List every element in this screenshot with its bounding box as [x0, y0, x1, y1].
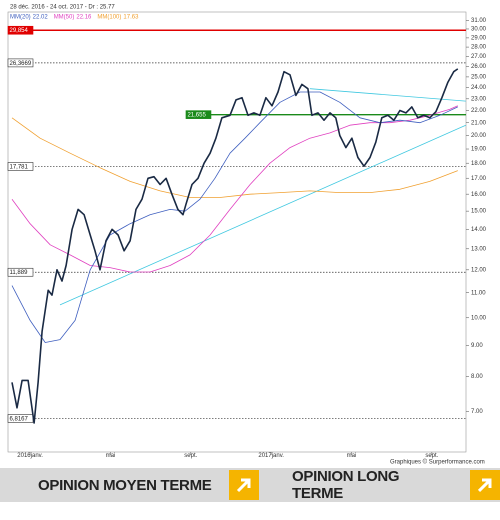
y-tick-label: 24.00	[471, 85, 487, 91]
level-label: 6,8167	[10, 416, 29, 422]
button-label: OPINION LONG TERME	[292, 468, 400, 502]
y-tick-label: 16.00	[471, 192, 487, 198]
x-tick-label: 2017janv.	[258, 453, 284, 459]
level-box	[185, 110, 212, 119]
y-tick-label: 25.00	[471, 74, 487, 80]
y-tick-label: 20.00	[471, 133, 487, 139]
y-tick-label: 27.00	[471, 54, 487, 60]
y-tick-label: 19.00	[471, 147, 487, 153]
x-tick-label: 2016janv.	[17, 453, 43, 459]
y-tick-label: 13.00	[471, 246, 487, 252]
y-tick-label: 30.00	[471, 27, 487, 33]
x-tick-label: sept.	[425, 453, 438, 459]
series-line	[309, 88, 466, 102]
legend-name: MM(50)	[54, 15, 75, 21]
x-tick-label: mai	[106, 453, 116, 459]
y-tick-label: 31.00	[471, 18, 487, 24]
button-label: OPINION MOYEN TERME	[38, 476, 212, 494]
opinion-button[interactable]: OPINION MOYEN TERME	[38, 470, 260, 500]
y-tick-label: 21.00	[471, 120, 487, 126]
level-box	[7, 267, 34, 277]
series-line	[11, 105, 458, 273]
y-tick-label: 23.00	[471, 96, 487, 102]
series-line	[11, 91, 458, 343]
series-line	[59, 124, 466, 306]
y-tick-label: 11.00	[471, 290, 486, 296]
level-box	[7, 25, 34, 35]
y-tick-label: 28.00	[471, 45, 487, 51]
x-tick-label: sept.	[184, 453, 197, 459]
series-line	[11, 68, 459, 424]
level-box	[7, 162, 34, 171]
y-tick-label: 22.00	[471, 108, 487, 114]
y-tick-label: 15.00	[471, 209, 487, 215]
opinion-bar: OPINION MOYEN TERME OPINION LONG TERME	[0, 468, 500, 502]
series-line	[11, 117, 458, 198]
legend-name: MM(20)	[10, 15, 31, 21]
level-label: 21,655	[187, 113, 206, 119]
level-label: 26,3669	[10, 61, 32, 67]
legend-value: 22.02	[33, 15, 49, 21]
y-tick-label: 26.00	[471, 64, 487, 70]
chart: 28 déc. 2016 - 24 oct. 2017 - Dr : 25.77…	[7, 5, 487, 466]
y-tick-label: 14.00	[471, 227, 487, 233]
y-tick-label: 18.00	[471, 161, 487, 167]
y-tick-label: 8.00	[471, 374, 483, 380]
level-box	[7, 58, 34, 68]
level-label: 29,854	[10, 28, 29, 34]
plot-frame	[7, 11, 467, 453]
opinion-button[interactable]: OPINION LONG TERME	[292, 468, 500, 502]
x-tick-label: mai	[347, 453, 357, 459]
legend-value: 17.63	[123, 15, 139, 21]
arrow-icon	[229, 470, 260, 500]
arrow-icon	[470, 470, 500, 500]
level-label: 17,781	[10, 164, 29, 170]
legend-name: MM(100)	[97, 15, 121, 21]
y-tick-label: 12.00	[471, 267, 487, 273]
legend-value: 22.16	[76, 15, 92, 21]
y-tick-label: 10.00	[471, 315, 487, 321]
y-tick-label: 17.00	[471, 176, 487, 182]
y-tick-label: 9.00	[471, 343, 483, 349]
y-tick-label: 29.00	[471, 35, 487, 41]
level-label: 11,889	[10, 270, 29, 276]
y-tick-label: 7.00	[471, 409, 483, 415]
chart-title: 28 déc. 2016 - 24 oct. 2017 - Dr : 25.77	[10, 5, 115, 11]
credit: Graphiques © Surperformance.com	[390, 459, 485, 466]
